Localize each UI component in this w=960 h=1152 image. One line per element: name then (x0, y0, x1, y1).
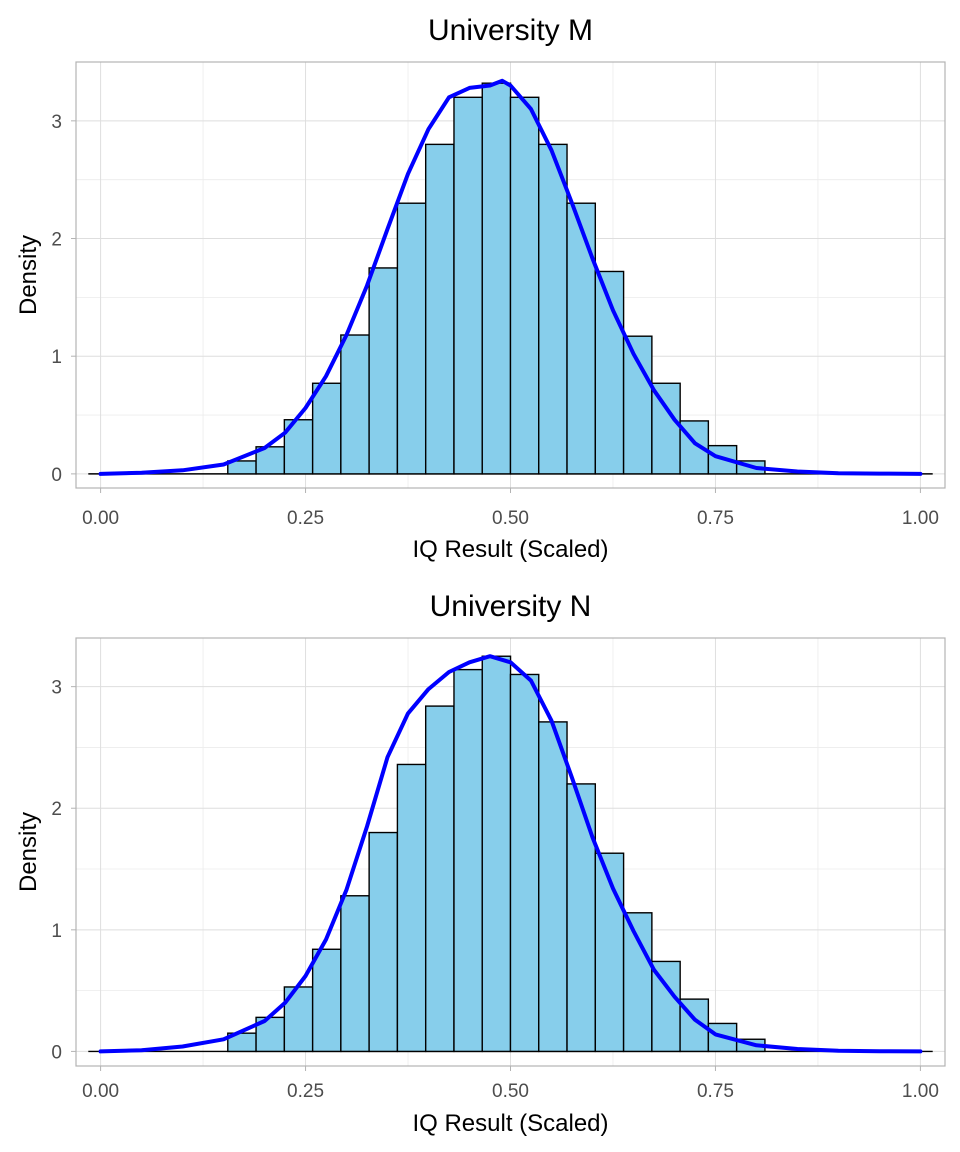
y-tick-label: 2 (51, 230, 62, 251)
histogram-bar (651, 382, 681, 475)
histogram-bar (368, 831, 399, 1053)
histogram-bar (453, 96, 483, 475)
histogram-bar (396, 763, 427, 1053)
histogram-bar (396, 202, 427, 475)
x-tick-label: 1.00 (902, 508, 939, 529)
x-tick-label: 0.00 (82, 508, 119, 529)
histogram-bar (509, 673, 540, 1053)
x-axis-title: IQ Result (Scaled) (412, 1110, 608, 1137)
histogram-bar (481, 655, 512, 1053)
histogram-bar (453, 668, 483, 1053)
chart-panel-2: 0.00 0.25 0.50 0.75 1.00 0 1 2 3 University N IQ R… (15, 590, 946, 1137)
histogram-bar (622, 912, 653, 1053)
y-tick-label: 1 (51, 347, 62, 368)
chart-title: University N (430, 590, 592, 623)
y-tick-label: 0 (51, 1042, 62, 1063)
histogram-bar (311, 948, 342, 1053)
histogram-bar (566, 202, 597, 475)
histogram-bar (340, 334, 370, 475)
y-tick-label: 1 (51, 921, 62, 942)
y-axis-title: Density (15, 812, 42, 892)
x-tick-label: 0.50 (492, 508, 529, 529)
x-axis-title: IQ Result (Scaled) (412, 536, 608, 563)
x-tick-label: 0.25 (287, 508, 324, 529)
chart-title: University M (428, 14, 593, 47)
x-tick-label: 0.75 (697, 508, 734, 529)
chart-panel-1: 0.00 0.25 0.50 0.75 1.00 0 1 2 3 University M IQ R… (15, 14, 946, 563)
histogram-bar (481, 82, 512, 475)
histogram-bar (368, 267, 399, 475)
x-tick-label: 0.00 (82, 1081, 119, 1102)
x-tick-label: 1.00 (902, 1081, 939, 1102)
histogram-bar (566, 783, 597, 1053)
histogram-bar (340, 895, 370, 1053)
histogram-bar (594, 852, 625, 1053)
y-tick-label: 3 (51, 678, 62, 699)
histogram-bar (311, 382, 342, 475)
x-tick-label: 0.75 (697, 1081, 734, 1102)
y-tick-label: 2 (51, 799, 62, 820)
histogram-bar (538, 143, 568, 475)
density-curve (98, 78, 923, 476)
histogram-bar (538, 721, 568, 1053)
x-tick-label: 0.25 (287, 1081, 324, 1102)
x-tick-label: 0.50 (492, 1081, 529, 1102)
y-tick-label: 0 (51, 465, 62, 486)
histogram-bar (509, 96, 540, 475)
density-curve (98, 654, 923, 1054)
y-tick-label: 3 (51, 112, 62, 133)
histogram-bar (622, 335, 653, 475)
histogram-bar (424, 705, 455, 1053)
histogram-bar (424, 143, 455, 475)
y-axis-title: Density (15, 235, 42, 315)
